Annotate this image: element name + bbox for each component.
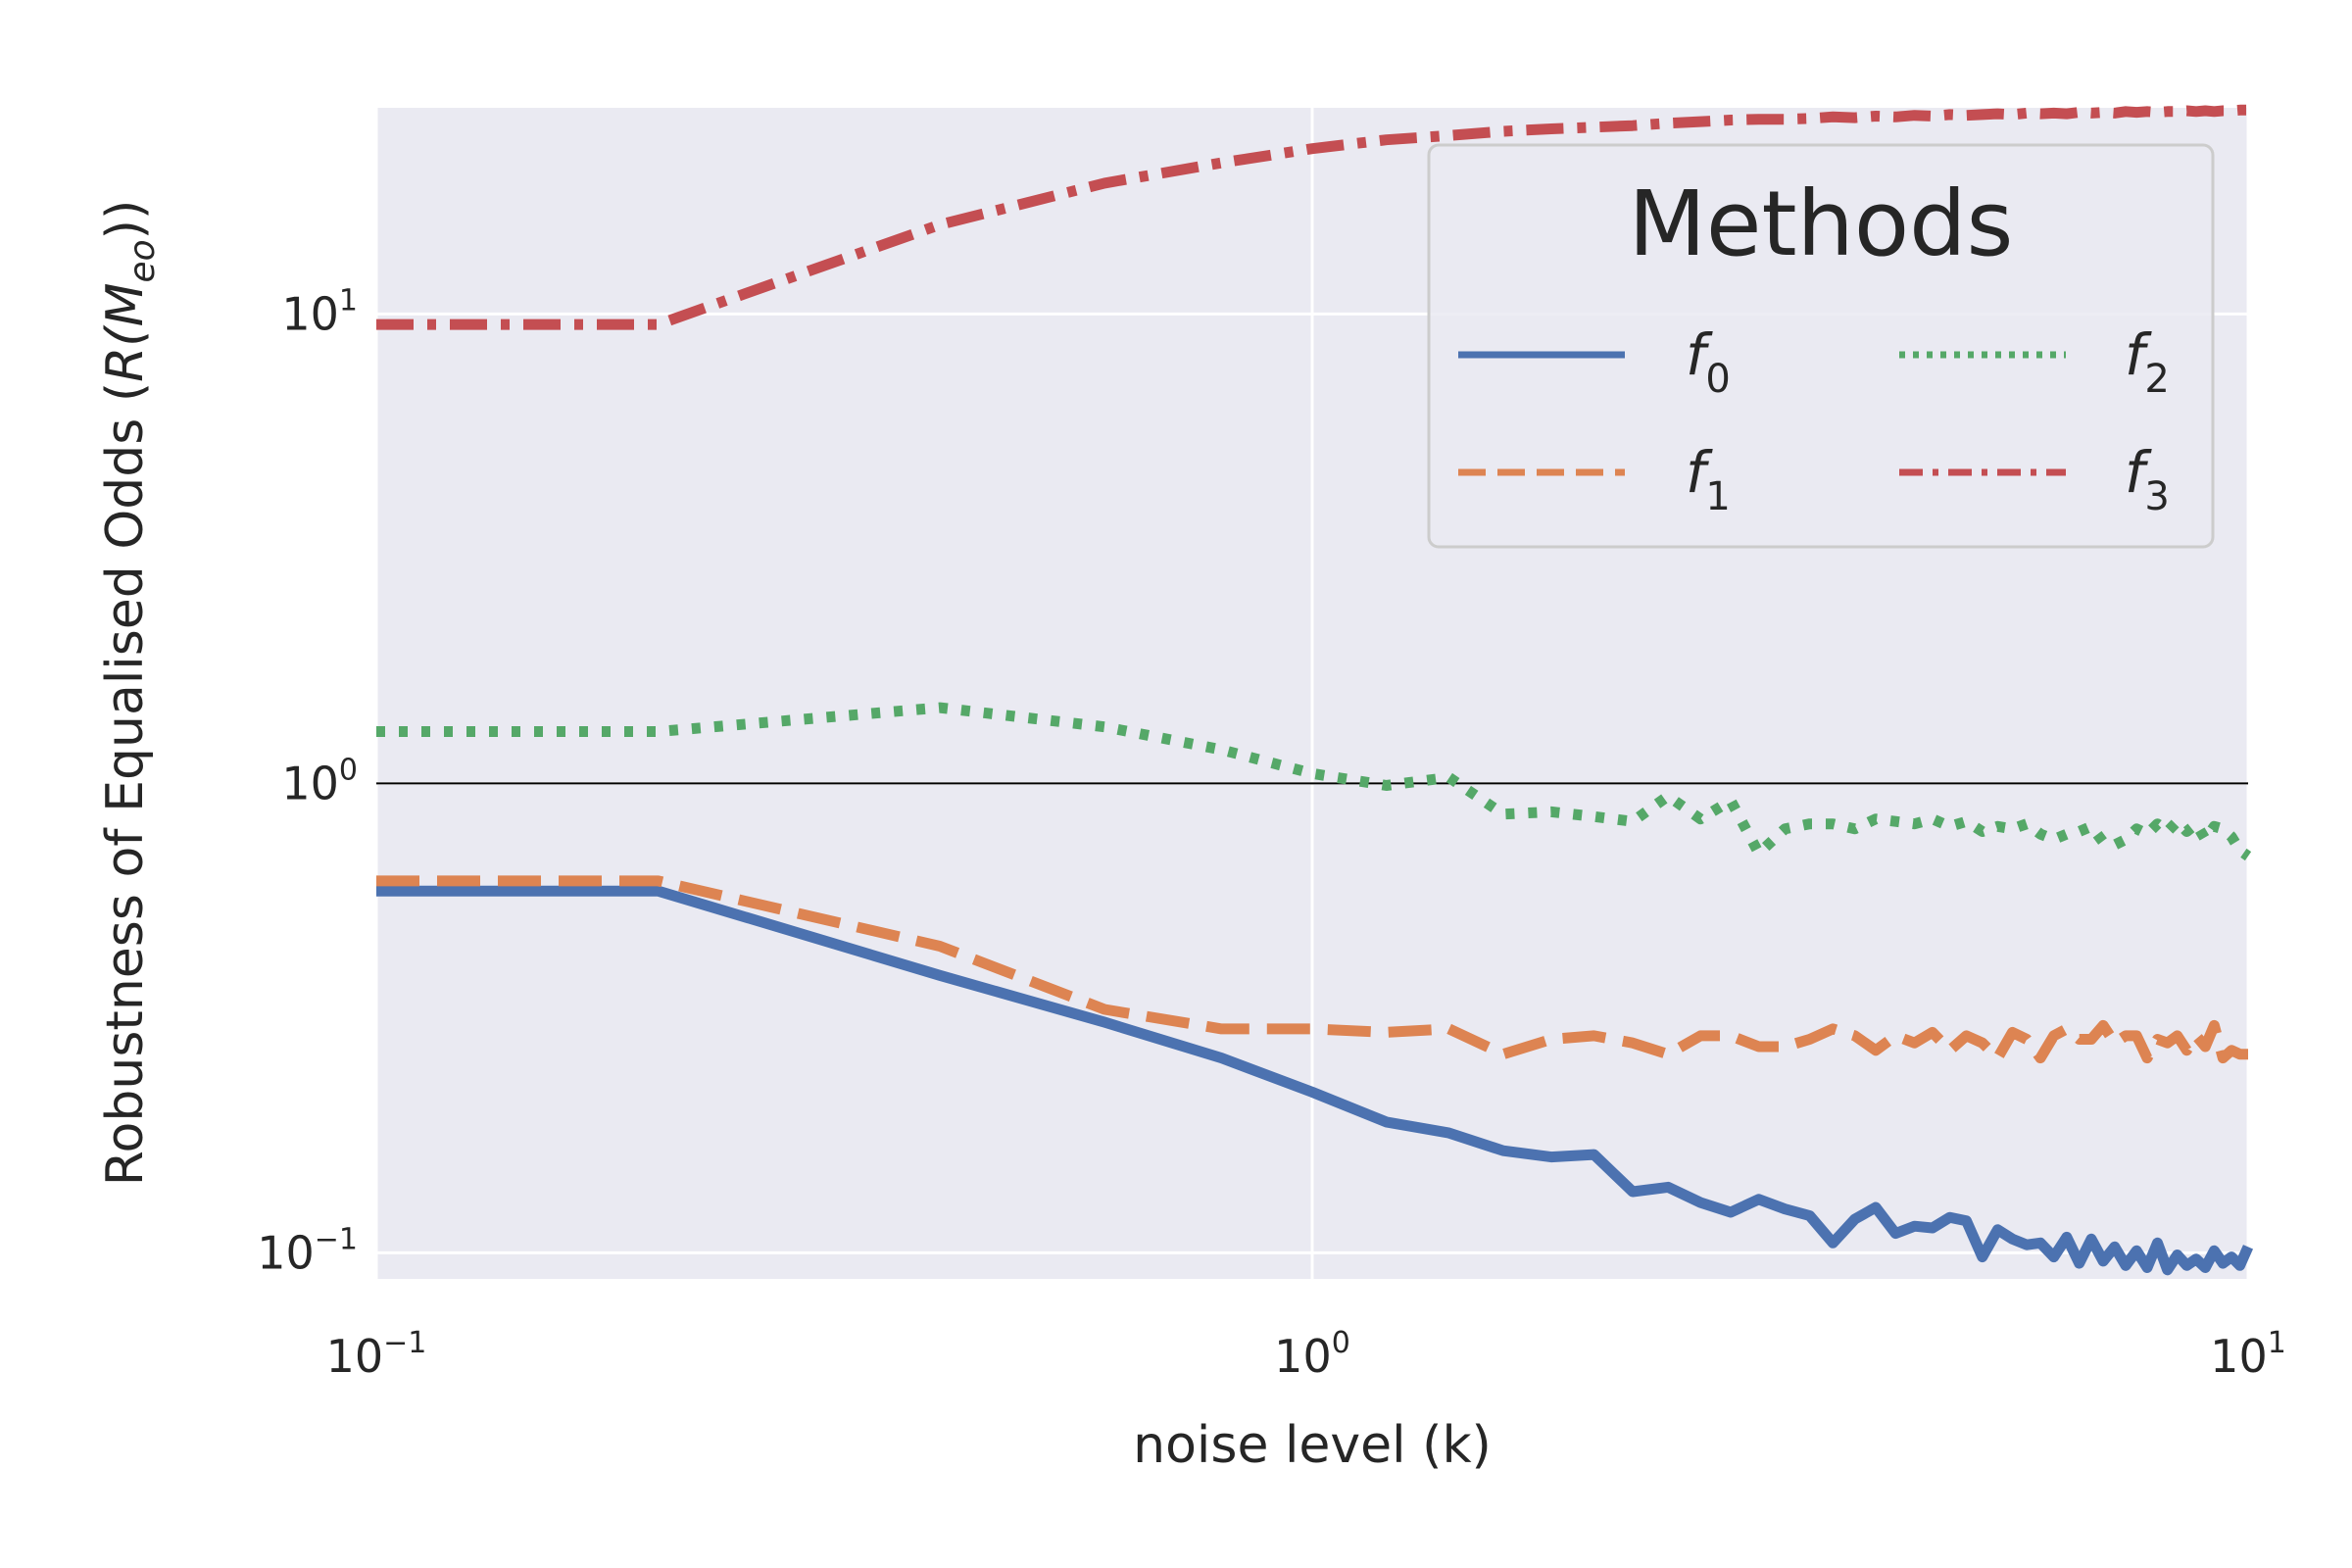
y-axis-label-subscript: eo: [122, 239, 163, 282]
series-line-f0: [376, 885, 2254, 1276]
x-tick-label-0-exponent: −1: [383, 1326, 426, 1360]
y-tick-label-2: 101: [281, 283, 358, 340]
series-line-f1: [376, 875, 2248, 1064]
x-tick-label-2: 101: [2210, 1326, 2286, 1383]
x-tick-label-2-base: 10: [2210, 1330, 2268, 1383]
legend-label-sub-f0: 0: [1705, 357, 1730, 402]
y-tick-label-0-exponent: −1: [315, 1222, 358, 1256]
legend-label-sub-f1: 1: [1705, 474, 1730, 519]
x-tick-label-1-exponent: 0: [1332, 1326, 1350, 1360]
y-axis-label-suffix: )): [96, 200, 155, 240]
x-tick-label-1-base: 10: [1274, 1330, 1332, 1383]
x-tick-labels: 10−1 100 101: [326, 1326, 2286, 1383]
y-tick-label-1: 100: [281, 753, 358, 809]
series-line-f2: [376, 702, 2252, 861]
x-axis-label: noise level (k): [1133, 1416, 1492, 1475]
y-tick-label-1-base: 10: [281, 757, 339, 809]
y-tick-label-0: 10−1: [257, 1222, 358, 1279]
y-tick-label-2-exponent: 1: [339, 283, 358, 318]
y-axis-label: Robustness of Equalised Odds (R(Meo)): [96, 200, 163, 1186]
x-tick-label-2-exponent: 1: [2268, 1326, 2286, 1360]
legend-label-sub-f2: 2: [2144, 357, 2169, 402]
legend-box: [1427, 143, 2215, 549]
y-axis-label-math: R(M: [96, 283, 155, 382]
x-tick-label-0: 10−1: [326, 1326, 427, 1383]
x-tick-label-0-base: 10: [326, 1330, 384, 1383]
legend-label-sub-f3: 3: [2144, 474, 2169, 519]
y-tick-label-0-base: 10: [257, 1226, 315, 1279]
legend-title: Methods: [1629, 172, 2014, 276]
y-tick-label-2-base: 10: [281, 287, 339, 340]
series-group: [376, 104, 2254, 1276]
y-tick-label-1-exponent: 0: [339, 753, 358, 787]
y-axis-label-prefix: Robustness of Equalised Odds (: [96, 382, 155, 1186]
x-tick-label-1: 100: [1274, 1326, 1350, 1383]
